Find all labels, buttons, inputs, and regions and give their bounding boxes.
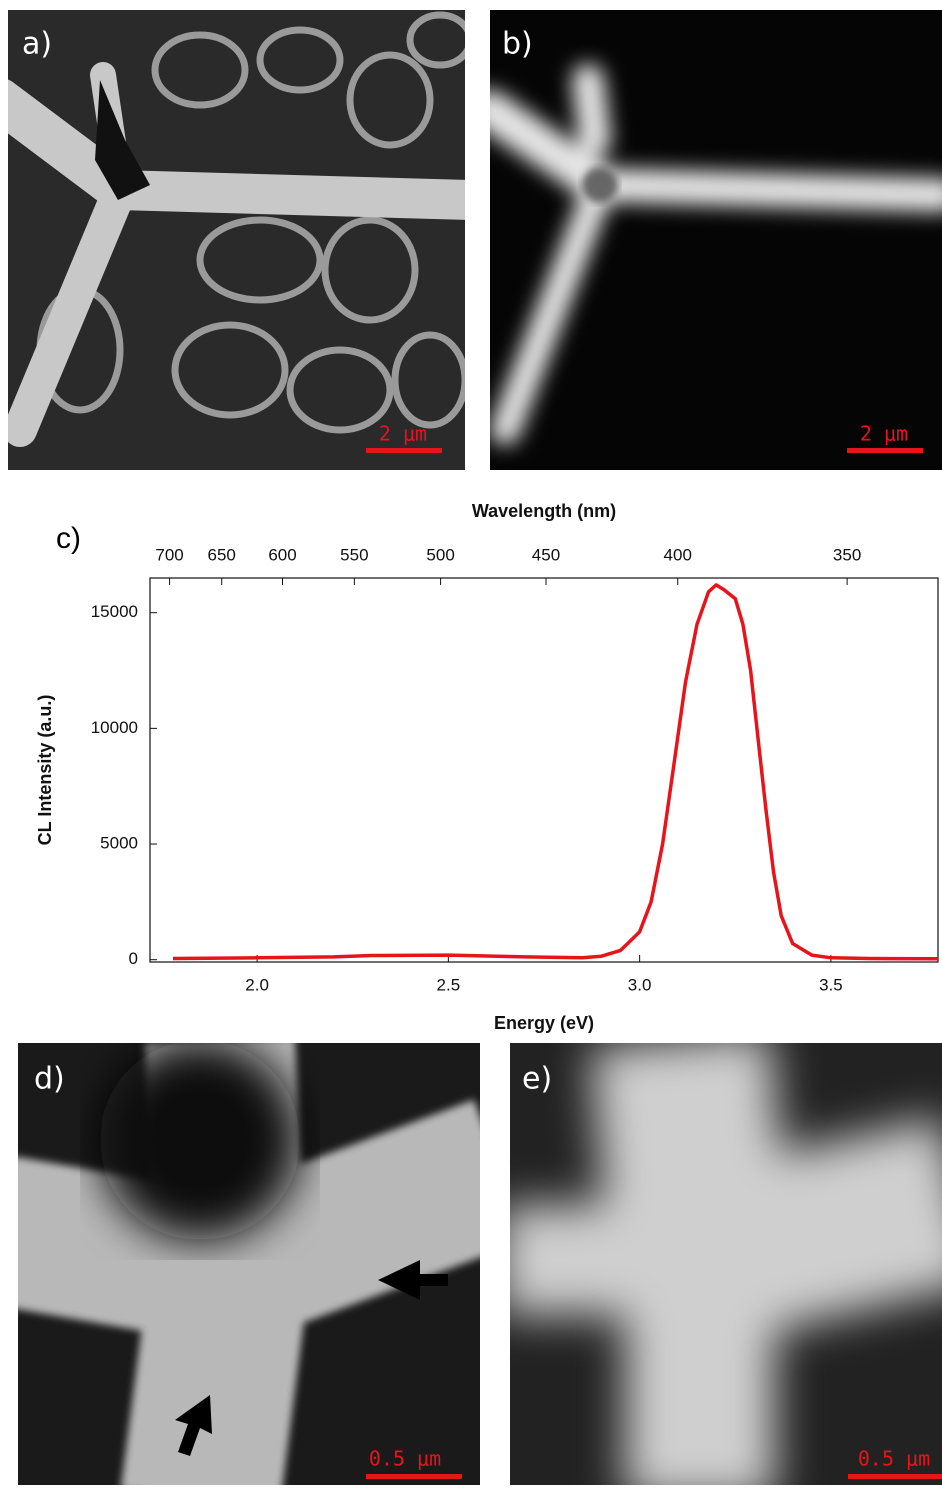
scale-bar-label: 2 μm (379, 422, 427, 446)
x-tick-label: 3.0 (628, 975, 652, 994)
x2-tick-label: 550 (340, 545, 368, 564)
x2-tick-label: 700 (155, 545, 183, 564)
x2-tick-label: 650 (208, 545, 236, 564)
scale-bar (366, 448, 442, 453)
y-tick-label: 0 (129, 949, 138, 968)
x-tick-label: 2.0 (245, 975, 269, 994)
x2-tick-label: 350 (833, 545, 861, 564)
x2-axis-title: Wavelength (nm) (472, 501, 616, 521)
sem-image-a (0, 10, 470, 470)
scale-bar-label: 2 μm (860, 422, 908, 446)
sem-image-d (0, 1040, 500, 1495)
cl-image-e (500, 1040, 942, 1495)
cl-image-b (490, 10, 942, 470)
panel-label: e) (522, 1062, 552, 1097)
plot-frame (150, 578, 938, 962)
x2-tick-label: 400 (664, 545, 692, 564)
panel-label: a) (22, 27, 52, 62)
spectrum-line (173, 585, 938, 959)
scale-bar-label: 0.5 μm (369, 1447, 441, 1471)
scale-bar (366, 1474, 462, 1479)
y-tick-label: 15000 (91, 602, 138, 621)
x-tick-label: 2.5 (437, 975, 461, 994)
y-tick-label: 5000 (100, 834, 138, 853)
x-tick-label: 3.5 (819, 975, 843, 994)
x2-tick-label: 600 (268, 545, 296, 564)
x-axis-title: Energy (eV) (494, 1013, 594, 1033)
panel-label: d) (34, 1062, 65, 1097)
x2-tick-label: 450 (532, 545, 560, 564)
figure: a) 2 μm b) 2 μm d) 0.5 μm (0, 0, 942, 1495)
panel-label: b) (502, 27, 533, 62)
y-tick-label: 10000 (91, 718, 138, 737)
y-axis-title: CL Intensity (a.u.) (35, 695, 55, 846)
scale-bar (847, 448, 923, 453)
panel-label: c) (56, 522, 81, 555)
scale-bar (848, 1474, 942, 1479)
scale-bar-label: 0.5 μm (858, 1447, 930, 1471)
x2-tick-label: 500 (426, 545, 454, 564)
